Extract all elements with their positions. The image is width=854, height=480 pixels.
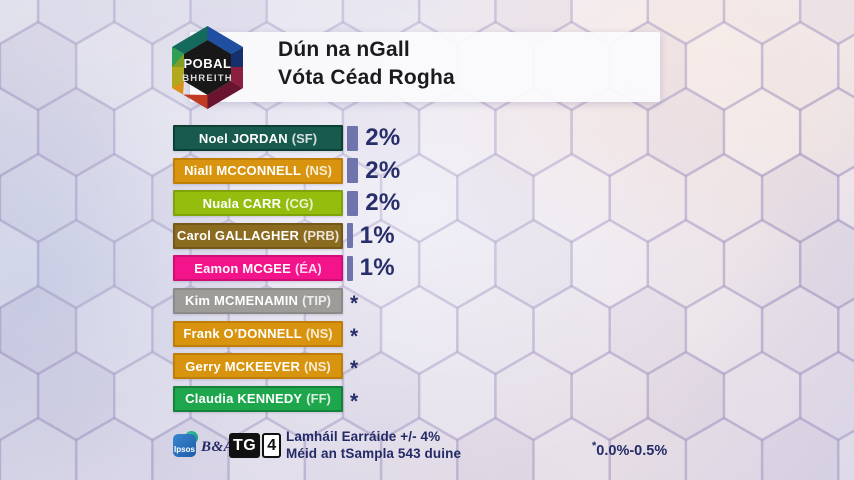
result-row: Claudia KENNEDY (FF) * (173, 385, 400, 413)
logo-inner-hexagon (184, 40, 231, 95)
value-label: 1% (359, 254, 395, 282)
page-title: Dún na nGall Vóta Céad Rogha (278, 36, 455, 92)
candidate-box: Noel JORDAN (SF) (173, 125, 343, 151)
candidate-party: (PRB) (303, 228, 340, 244)
tg4-logo: TG 4 (229, 433, 282, 458)
survey-info: Lamháil Earráide +/- 4% Méid an tSampla … (286, 429, 461, 462)
value-label: * (350, 291, 359, 315)
candidate-name: Gerry MCKEEVER (185, 358, 301, 374)
margin-of-error-text: Lamháil Earráide +/- 4% (286, 429, 441, 444)
candidate-name: Carol GALLAGHER (176, 228, 300, 244)
candidate-box: Kim MCMENAMIN (TIP) (173, 287, 343, 314)
value-bar (347, 255, 353, 281)
candidate-box: Eamon MCGEE (ÉA) (173, 255, 343, 282)
candidate-party: (NS) (304, 358, 331, 374)
candidate-party: (TIP) (302, 293, 331, 309)
ba-logo: B&A (201, 439, 235, 455)
footnote-star: * (592, 440, 597, 452)
result-row: Nuala CARR (CG) 2% (173, 189, 401, 217)
tg4-logo-four: 4 (262, 433, 282, 458)
results-list: Noel JORDAN (SF) 2% Niall MCCONNELL (NS)… (173, 124, 401, 418)
value-bar (347, 158, 359, 184)
candidate-party: (CG) (285, 195, 314, 211)
candidate-party: (NS) (305, 326, 333, 342)
candidate-name: Eamon MCGEE (194, 260, 292, 276)
logo-line1: POBAL (184, 56, 232, 71)
value-bar (347, 190, 359, 216)
value-label: * (350, 389, 359, 413)
candidate-party: (NS) (305, 163, 332, 179)
value-label: 1% (359, 221, 395, 249)
ipsos-square-icon (173, 434, 196, 457)
value-bar (347, 125, 359, 151)
candidate-party: (FF) (306, 391, 331, 407)
subtitle-first-preference: Vóta Céad Rogha (278, 66, 455, 89)
candidate-name: Noel JORDAN (198, 130, 288, 146)
footnote-range: 0.0%-0.5% (596, 443, 668, 459)
value-bar (347, 223, 353, 249)
candidate-name: Nuala CARR (202, 195, 282, 211)
candidate-box: Gerry MCKEEVER (NS) (173, 353, 343, 380)
candidate-party: (ÉA) (295, 260, 322, 276)
candidate-box: Nuala CARR (CG) (173, 190, 343, 217)
candidate-box: Niall MCCONNELL (NS) (173, 157, 343, 184)
header-panel (190, 32, 660, 102)
candidate-box: Claudia KENNEDY (FF) (173, 385, 343, 412)
result-row: Noel JORDAN (SF) 2% (173, 124, 401, 151)
value-label: * (350, 324, 359, 348)
value-label: 2% (365, 124, 401, 151)
result-row: Frank O’DONNELL (NS) * (173, 320, 400, 348)
candidate-party: (SF) (291, 130, 318, 146)
candidate-box: Carol GALLAGHER (PRB) (173, 222, 343, 249)
candidate-name: Claudia KENNEDY (185, 391, 303, 407)
sample-size-text: Méid an tSampla 543 duine (286, 445, 462, 461)
tg4-logo-tg: TG (229, 433, 261, 458)
value-label: 2% (365, 156, 401, 184)
candidate-name: Kim MCMENAMIN (185, 293, 299, 309)
ipsos-wordmark: Ipsos (174, 445, 195, 454)
candidate-box: Frank O’DONNELL (NS) (173, 320, 343, 347)
result-row: Gerry MCKEEVER (NS) * (173, 353, 400, 381)
value-label: * (350, 357, 359, 381)
value-label: 2% (365, 189, 401, 217)
result-row: Kim MCMENAMIN (TIP) * (173, 287, 400, 315)
logo-line2: BHREITH (182, 73, 233, 84)
candidate-name: Frank O’DONNELL (183, 326, 302, 342)
result-row: Carol GALLAGHER (PRB) 1% (173, 221, 400, 249)
candidate-name: Niall MCCONNELL (184, 163, 302, 179)
result-row: Niall MCCONNELL (NS) 2% (173, 156, 401, 184)
constituency-title: Dún na nGall (278, 38, 410, 61)
result-row: Eamon MCGEE (ÉA) 1% (173, 254, 400, 282)
pobal-bhreith-logo-icon: POBAL BHREITH (172, 26, 243, 109)
asterisk-footnote: *0.0%-0.5% (592, 440, 667, 459)
ipsos-logo: Ipsos (173, 431, 198, 457)
